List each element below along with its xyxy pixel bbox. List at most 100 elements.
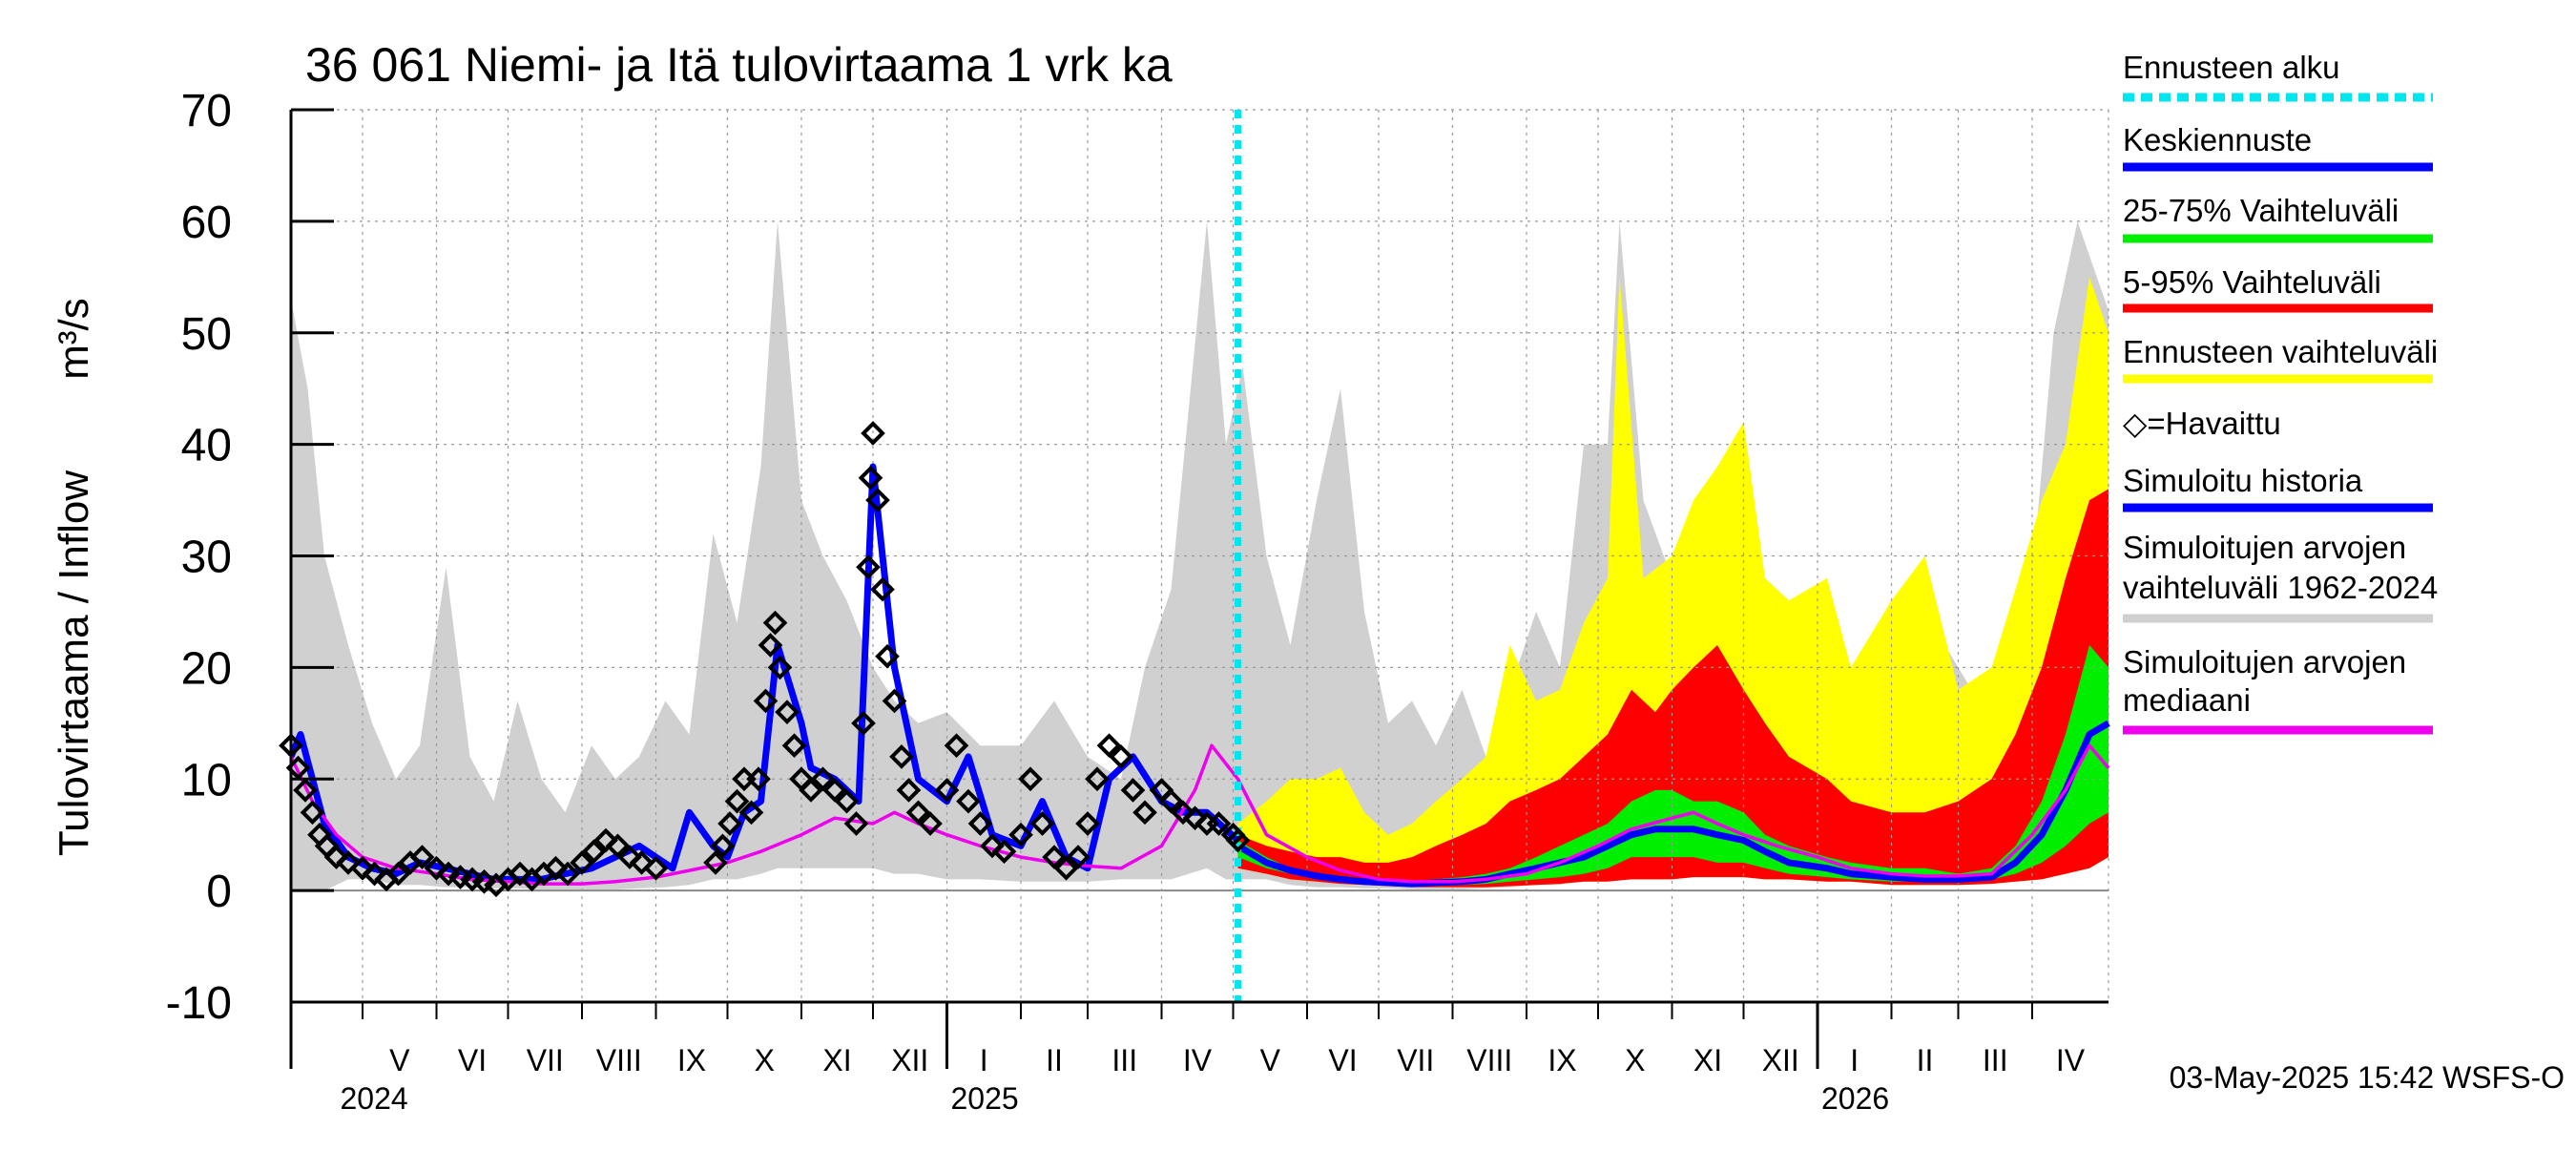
observed-point [293, 778, 318, 803]
month-label: XII [891, 1043, 928, 1077]
month-label: VI [458, 1043, 487, 1077]
observed-point [409, 845, 435, 869]
legend-item: 25-75% Vaihteluväli [2123, 193, 2433, 243]
observed-point [570, 850, 594, 875]
observed-point [581, 839, 607, 865]
observed-point [1132, 800, 1157, 826]
observed-point [508, 861, 532, 887]
month-label: VIII [1466, 1043, 1512, 1077]
observed-point [710, 833, 736, 859]
observed-point [1008, 822, 1033, 847]
legend-item: Ennusteen alku [2123, 50, 2433, 102]
observed-point [1096, 733, 1122, 759]
legend-label: Keskiennuste [2123, 122, 2312, 157]
observed-point [882, 688, 907, 714]
observed-point [875, 643, 900, 669]
observed-point [629, 850, 654, 875]
month-label: V [389, 1043, 410, 1077]
observed-point [1029, 811, 1055, 836]
y-tick-label: 30 [181, 533, 232, 583]
simulated-history-line [287, 463, 1240, 883]
observed-point [870, 576, 895, 602]
observed-point [1182, 805, 1208, 830]
month-label: XI [1693, 1043, 1722, 1077]
year-label: 2026 [1821, 1081, 1889, 1116]
observed-point [822, 778, 847, 803]
month-label: II [1046, 1043, 1063, 1077]
observed-layer [279, 421, 1251, 898]
footer-timestamp: 03-May-2025 15:42 WSFS-O [2170, 1060, 2565, 1095]
observed-point [703, 850, 728, 875]
median-forecast-line [1236, 720, 2110, 888]
observed-point [1066, 845, 1091, 869]
month-label: X [1625, 1043, 1645, 1077]
observed-point [856, 554, 881, 580]
observed-point [1206, 811, 1232, 836]
legend-label: vaihteluväli 1962-2024 [2123, 570, 2438, 605]
chart-title: 36 061 Niemi- ja Itä tulovirtaama 1 vrk … [305, 38, 1173, 92]
legend-label: Simuloitu historia [2123, 463, 2363, 498]
y-tick-label: 60 [181, 198, 232, 248]
y-tick-label: 50 [181, 309, 232, 360]
month-label: IX [1548, 1043, 1576, 1077]
p25-75-band [1237, 645, 2109, 887]
observed-point [896, 778, 922, 803]
year-label: 2025 [951, 1081, 1019, 1116]
month-label: VIII [596, 1043, 642, 1077]
forecast-range-band [1237, 277, 2109, 888]
legend-label: 25-75% Vaihteluväli [2123, 193, 2399, 228]
observed-point [1109, 744, 1133, 769]
month-label: I [980, 1043, 988, 1077]
legend-label: Simuloitujen arvojen [2123, 644, 2406, 680]
observed-point [1085, 766, 1110, 792]
observed-point [967, 811, 993, 836]
observed-point [738, 800, 764, 826]
month-label: VI [1328, 1043, 1357, 1077]
observed-point [991, 839, 1017, 865]
observed-point [775, 700, 800, 724]
observed-point [424, 855, 449, 881]
observed-point [851, 710, 876, 736]
month-label: VII [1397, 1043, 1434, 1077]
legend-label: mediaani [2123, 682, 2251, 718]
legend-label: Ennusteen alku [2123, 50, 2340, 85]
y-tick-label: 20 [181, 643, 232, 694]
observed-point [1042, 845, 1067, 869]
observed-point [1053, 855, 1079, 881]
legend-item: 5-95% Vaihteluväli [2123, 264, 2433, 313]
month-label: IV [1183, 1043, 1213, 1077]
month-label: III [1983, 1043, 2008, 1077]
legend-label: 5-95% Vaihteluväli [2123, 264, 2381, 300]
observed-point [861, 421, 885, 446]
month-label: I [1850, 1043, 1859, 1077]
observed-point [1225, 827, 1251, 853]
y-tick-label: 70 [181, 86, 232, 136]
observed-point [555, 861, 580, 887]
month-label: XII [1762, 1043, 1799, 1077]
observed-point [753, 688, 779, 714]
observed-point [593, 827, 618, 853]
legend-label: Ennusteen vaihteluväli [2123, 334, 2438, 369]
y-tick-label: 40 [181, 421, 232, 471]
observed-point [617, 845, 642, 869]
observed-point [858, 465, 883, 491]
month-label: IX [677, 1043, 706, 1077]
observed-point [362, 861, 387, 887]
observed-point [350, 855, 375, 881]
month-label: X [755, 1043, 775, 1077]
observed-point [810, 766, 836, 792]
legend-label: ◇=Havaittu [2123, 406, 2281, 441]
legend-item: Ennusteen vaihteluväli [2123, 334, 2438, 384]
lines-layer [287, 110, 2110, 1002]
observed-point [717, 811, 742, 836]
year-label: 2024 [341, 1081, 408, 1116]
observed-point [956, 788, 981, 814]
observed-point [781, 733, 807, 759]
observed-point [385, 861, 411, 887]
legend-item: ◇=Havaittu [2123, 406, 2281, 441]
observed-point [643, 855, 669, 881]
observed-point [1171, 800, 1195, 826]
